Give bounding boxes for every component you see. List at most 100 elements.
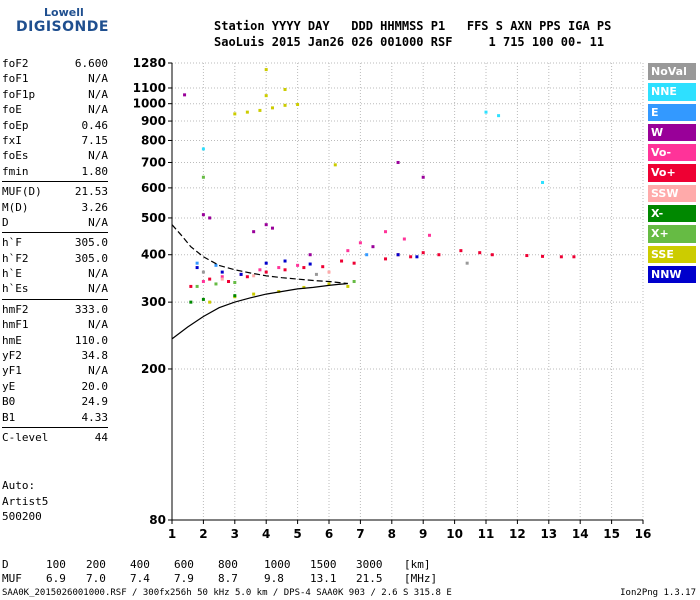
param-label: h`F: [2, 236, 22, 250]
parameter-panel: foF2 6.600 foF1 N/A foF1p N/A foE N/A foEp 0.46 fx…: [2, 56, 108, 445]
param-separator: [2, 181, 108, 183]
data-point-vo: [490, 253, 494, 257]
param-value: N/A: [88, 72, 108, 86]
data-point-sse: [302, 285, 306, 289]
param-value: 20.0: [81, 379, 109, 393]
header-line1: Station YYYY DAY DDD HHMMSS P1 FFS S AXN…: [214, 19, 612, 33]
data-point-sse: [296, 103, 300, 107]
data-point-e: [365, 253, 369, 257]
data-point-sse: [270, 106, 274, 110]
y-tick-label: 500: [141, 211, 166, 225]
data-point-sse: [264, 94, 268, 98]
param-separator: [2, 298, 108, 300]
param-value: 7.15: [81, 133, 109, 147]
param-label: B1: [2, 410, 16, 424]
legend-item-nne: NNE: [648, 83, 696, 101]
auto-line2: Artist5: [2, 494, 49, 508]
param-row: hmF2 333.0: [2, 302, 108, 317]
legend-item-ssw: SSW: [648, 184, 696, 203]
data-point-vo: [459, 249, 463, 253]
legend-item-w: W: [648, 123, 696, 142]
param-value: 44: [94, 430, 108, 444]
data-point-sse: [233, 112, 237, 116]
data-point-nnw: [239, 272, 243, 276]
x-tick-label: 15: [603, 527, 620, 541]
param-row: yF2 34.8: [2, 348, 108, 363]
data-point-sse: [333, 163, 337, 167]
param-value: 0.46: [81, 118, 109, 132]
param-value: 24.9: [81, 395, 109, 409]
data-point-vo: [208, 277, 212, 281]
data-point-vo: [340, 259, 344, 263]
param-value: N/A: [88, 87, 108, 101]
data-point-x: [189, 300, 193, 304]
param-value: 21.53: [74, 185, 108, 199]
param-value: 110.0: [74, 333, 108, 347]
data-point-vo: [358, 241, 362, 245]
param-label: yF1: [2, 364, 22, 378]
param-row: C-level 44: [2, 430, 108, 445]
legend-item-e: E: [648, 103, 696, 121]
y-tick-label: 200: [141, 362, 166, 376]
data-point-w: [264, 223, 268, 227]
data-point-e: [195, 261, 199, 265]
data-point-sse: [346, 284, 350, 288]
x-tick-label: 12: [509, 527, 526, 541]
legend-item-sse: SSE: [648, 245, 696, 263]
param-value: N/A: [88, 318, 108, 332]
data-point-vo: [258, 268, 262, 272]
version-label: Ion2Png 1.3.17: [620, 588, 696, 598]
y-tick-label: 1100: [133, 81, 166, 95]
param-value: N/A: [88, 103, 108, 117]
param-label: h`F2: [2, 251, 29, 265]
param-row: foEs N/A: [2, 148, 108, 163]
data-point-vo: [572, 255, 576, 259]
data-point-vo: [227, 280, 231, 284]
param-label: yE: [2, 379, 16, 393]
data-point-nne: [201, 147, 205, 151]
data-point-w: [396, 160, 400, 164]
header-line2: SaoLuis 2015 Jan26 026 001000 RSF 1 715 …: [214, 35, 605, 49]
data-point-vo: [478, 251, 482, 255]
param-label: B0: [2, 395, 16, 409]
data-point-w: [270, 226, 274, 230]
data-point-noval: [465, 261, 469, 265]
data-point-vo: [264, 270, 268, 274]
legend-item-x: X+: [648, 225, 696, 243]
data-point-vo: [283, 268, 287, 272]
x-tick-label: 3: [231, 527, 239, 541]
param-row: foF1p N/A: [2, 87, 108, 102]
y-tick-label: 600: [141, 181, 166, 195]
data-point-w: [201, 213, 205, 217]
x-tick-label: 1: [168, 527, 176, 541]
muf-value: 21.5: [356, 572, 383, 585]
muf-row-label: MUF: [2, 572, 22, 585]
data-point-noval: [201, 270, 205, 274]
x-tick-label: 7: [356, 527, 364, 541]
param-value: 305.0: [74, 236, 108, 250]
data-point-nne: [497, 114, 501, 118]
auto-line1: Auto:: [2, 479, 36, 492]
param-value: 34.8: [81, 349, 109, 363]
data-point-x: [233, 294, 237, 298]
data-point-vo: [189, 284, 193, 288]
param-label: C-level: [2, 430, 49, 444]
param-row: foEp 0.46: [2, 118, 108, 133]
legend-item-x: X-: [648, 205, 696, 223]
data-point-vo: [559, 255, 563, 259]
data-point-noval: [314, 272, 318, 276]
d-value: 1500: [310, 558, 337, 571]
data-point-vo: [277, 266, 281, 270]
param-label: foEs: [2, 149, 29, 163]
param-value: N/A: [88, 149, 108, 163]
d-value: 200: [86, 558, 106, 571]
param-row: MUF(D) 21.53: [2, 184, 108, 199]
auto-scaling-info: Auto: Artist5 500200: [2, 478, 48, 525]
y-tick-label: 800: [141, 133, 166, 147]
y-tick-label: 80: [149, 513, 166, 527]
param-row: h`F 305.0: [2, 235, 108, 250]
param-row: h`E N/A: [2, 266, 108, 281]
data-point-vo: [302, 266, 306, 270]
d-value: 100: [46, 558, 66, 571]
